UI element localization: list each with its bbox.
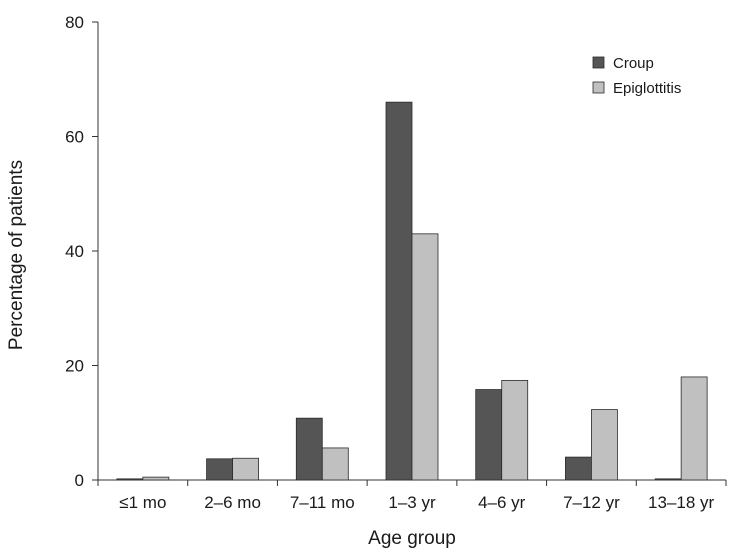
legend: Croup Epiglottitis [592,55,681,97]
y-tick-label: 60 [65,128,84,147]
legend-label-epiglottitis: Epiglottitis [613,80,681,97]
bar-croup-6 [654,478,682,481]
legend-swatch-croup [592,56,605,69]
y-tick-label: 0 [75,471,84,490]
legend-swatch-epiglottitis [592,81,605,94]
bar-croup-0 [116,478,144,481]
bar-croup-2 [295,417,323,481]
y-tick-label: 40 [65,242,84,261]
x-axis-title: Age group [368,528,456,549]
bar-croup-3 [385,101,413,481]
y-tick-label: 80 [65,13,84,32]
bar-croup-1 [206,458,233,481]
bar-epiglottitis-1 [232,457,259,481]
bar-epiglottitis-6 [680,376,708,481]
bar-epiglottitis-2 [321,447,349,481]
bar-epiglottitis-5 [591,409,618,481]
x-axis: ≤1 mo 2–6 mo 7–11 mo 1–3 yr 4–6 yr 7–12 yr 13–… [97,479,727,512]
bar-epiglottitis-3 [411,233,439,481]
bar-epiglottitis-4 [501,379,529,481]
y-axis: 0 20 40 60 80 [65,13,99,490]
bar-croup-4 [475,389,503,481]
bars [116,101,708,481]
x-tick-label: ≤1 mo [119,493,166,512]
y-axis-title: Percentage of patients [6,160,27,350]
x-tick-label: 4–6 yr [478,493,526,512]
x-tick-label: 1–3 yr [388,493,436,512]
x-tick-label: 7–12 yr [563,493,620,512]
bar-croup-5 [565,456,592,481]
bar-epiglottitis-0 [142,476,170,481]
x-tick-label: 7–11 mo [290,493,355,512]
x-tick-label: 2–6 mo [204,493,261,512]
legend-label-croup: Croup [613,55,654,72]
x-tick-label: 13–18 yr [648,493,714,512]
y-tick-label: 20 [65,357,84,376]
